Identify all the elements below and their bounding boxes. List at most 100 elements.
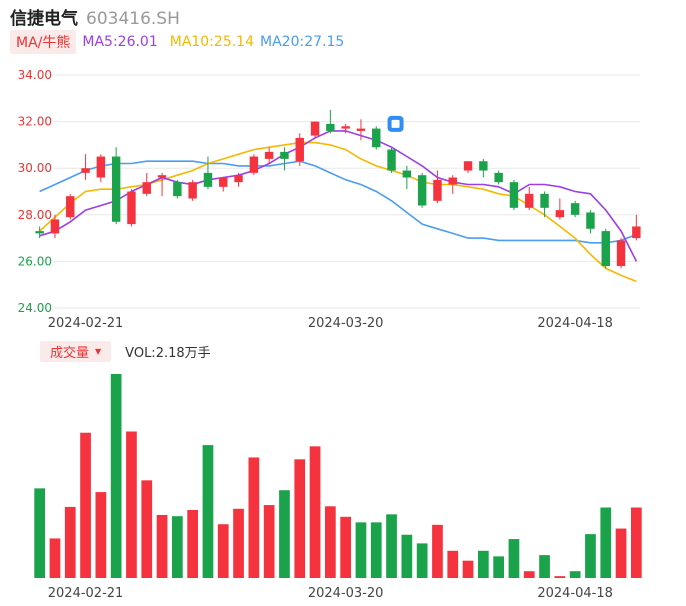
candle-body [111, 156, 121, 222]
candle [341, 123, 350, 134]
volume-bar [324, 506, 336, 578]
ma10-line [39, 141, 637, 283]
volume-bar [64, 506, 76, 578]
candle [203, 156, 213, 190]
candle [463, 161, 473, 173]
candle [96, 154, 106, 183]
candle [50, 214, 60, 239]
volume-bar [126, 431, 137, 578]
candle [66, 193, 75, 220]
volume-bar [600, 507, 612, 578]
volume-bar [508, 539, 520, 578]
candle [555, 198, 565, 220]
ma-mode-toggle[interactable]: MA/牛熊 [10, 30, 77, 54]
candle-body [479, 161, 488, 171]
volume-bar [309, 446, 321, 578]
x-tick-label: 2024-04-18 [537, 316, 613, 331]
stock-name: 信捷电气 [10, 9, 78, 29]
candle-body [402, 170, 412, 178]
candle-body [570, 203, 580, 215]
candle [81, 154, 90, 180]
candle-body [601, 231, 610, 267]
candle [433, 170, 442, 204]
candle [111, 147, 121, 225]
volume-bar [401, 534, 413, 578]
volume-bar [630, 507, 642, 578]
volume-bars [34, 374, 642, 578]
volume-bar [585, 534, 596, 578]
candle-body [555, 210, 565, 218]
volume-bar [171, 516, 183, 578]
candle-body [35, 231, 44, 234]
candle-body [173, 182, 182, 197]
price-y-axis: 34.00 32.00 30.00 28.00 26.00 24.00 [18, 68, 52, 315]
volume-bar [34, 488, 46, 578]
x-tick-label: 2024-02-21 [48, 586, 124, 601]
candle [249, 154, 259, 176]
volume-bar [49, 538, 61, 578]
volume-bar [95, 492, 107, 578]
volume-bar [156, 514, 168, 578]
candle-body [417, 175, 427, 206]
candle [264, 147, 274, 164]
ma5-line [39, 130, 638, 262]
volume-bar [539, 555, 550, 578]
candle [586, 210, 595, 234]
candle-body [448, 177, 457, 185]
volume-bar [355, 522, 367, 578]
volume-bar [462, 560, 474, 578]
candle-body [280, 151, 289, 159]
candle-body [66, 196, 75, 218]
candle-body [341, 126, 350, 129]
candle [525, 186, 534, 211]
stock-code: 603416.SH [86, 9, 180, 29]
event-marker-icon [391, 119, 400, 128]
y-tick-label: 32.00 [18, 115, 52, 129]
candle [540, 191, 549, 218]
y-tick-label: 24.00 [18, 301, 52, 315]
candle [157, 172, 167, 197]
volume-bar [523, 571, 535, 578]
event-marker[interactable] [387, 115, 404, 132]
candle-body [234, 175, 243, 183]
candle-body [433, 179, 442, 201]
candle-body [372, 128, 381, 148]
volume-legend: 成交量 ▼ VOL:2.18万手 [40, 340, 211, 362]
candle [188, 179, 197, 201]
candle [448, 175, 457, 194]
candle-body [127, 191, 136, 225]
ma20-line-group [39, 160, 637, 244]
volume-bar [340, 516, 352, 578]
volume-bar [294, 459, 306, 578]
volume-bar [248, 457, 260, 578]
ma5-label: MA5:26.01 [82, 34, 158, 50]
volume-bar [447, 550, 459, 578]
volume-indicator-select[interactable]: 成交量 ▼ [40, 340, 112, 362]
volume-bar [279, 490, 290, 578]
x-tick-label: 2024-03-20 [308, 586, 384, 601]
x-tick-label: 2024-04-18 [537, 586, 613, 601]
candle-body [142, 182, 151, 194]
candle [295, 133, 304, 166]
candle-body [264, 151, 274, 159]
y-tick-label: 28.00 [18, 208, 52, 222]
candle-body [356, 128, 366, 131]
dropdown-triangle-icon: ▼ [95, 346, 102, 356]
volume-bar [263, 505, 275, 578]
price-x-axis: 2024-02-21 2024-03-20 2024-04-18 [48, 316, 613, 331]
candle [479, 158, 488, 178]
ma10-line-group [39, 141, 637, 283]
candle-body [81, 168, 90, 173]
stock-header: 信捷电气 603416.SH [10, 4, 180, 29]
ma10-label: MA10:25.14 [169, 34, 255, 50]
candle-body [249, 156, 259, 173]
candle-body [463, 161, 473, 171]
volume-bar [202, 445, 214, 578]
candle-body [586, 212, 595, 229]
volume-bar [493, 556, 505, 578]
candle-body [616, 240, 626, 267]
candle [387, 147, 396, 173]
volume-bar [554, 576, 566, 578]
price-grid [54, 74, 640, 309]
